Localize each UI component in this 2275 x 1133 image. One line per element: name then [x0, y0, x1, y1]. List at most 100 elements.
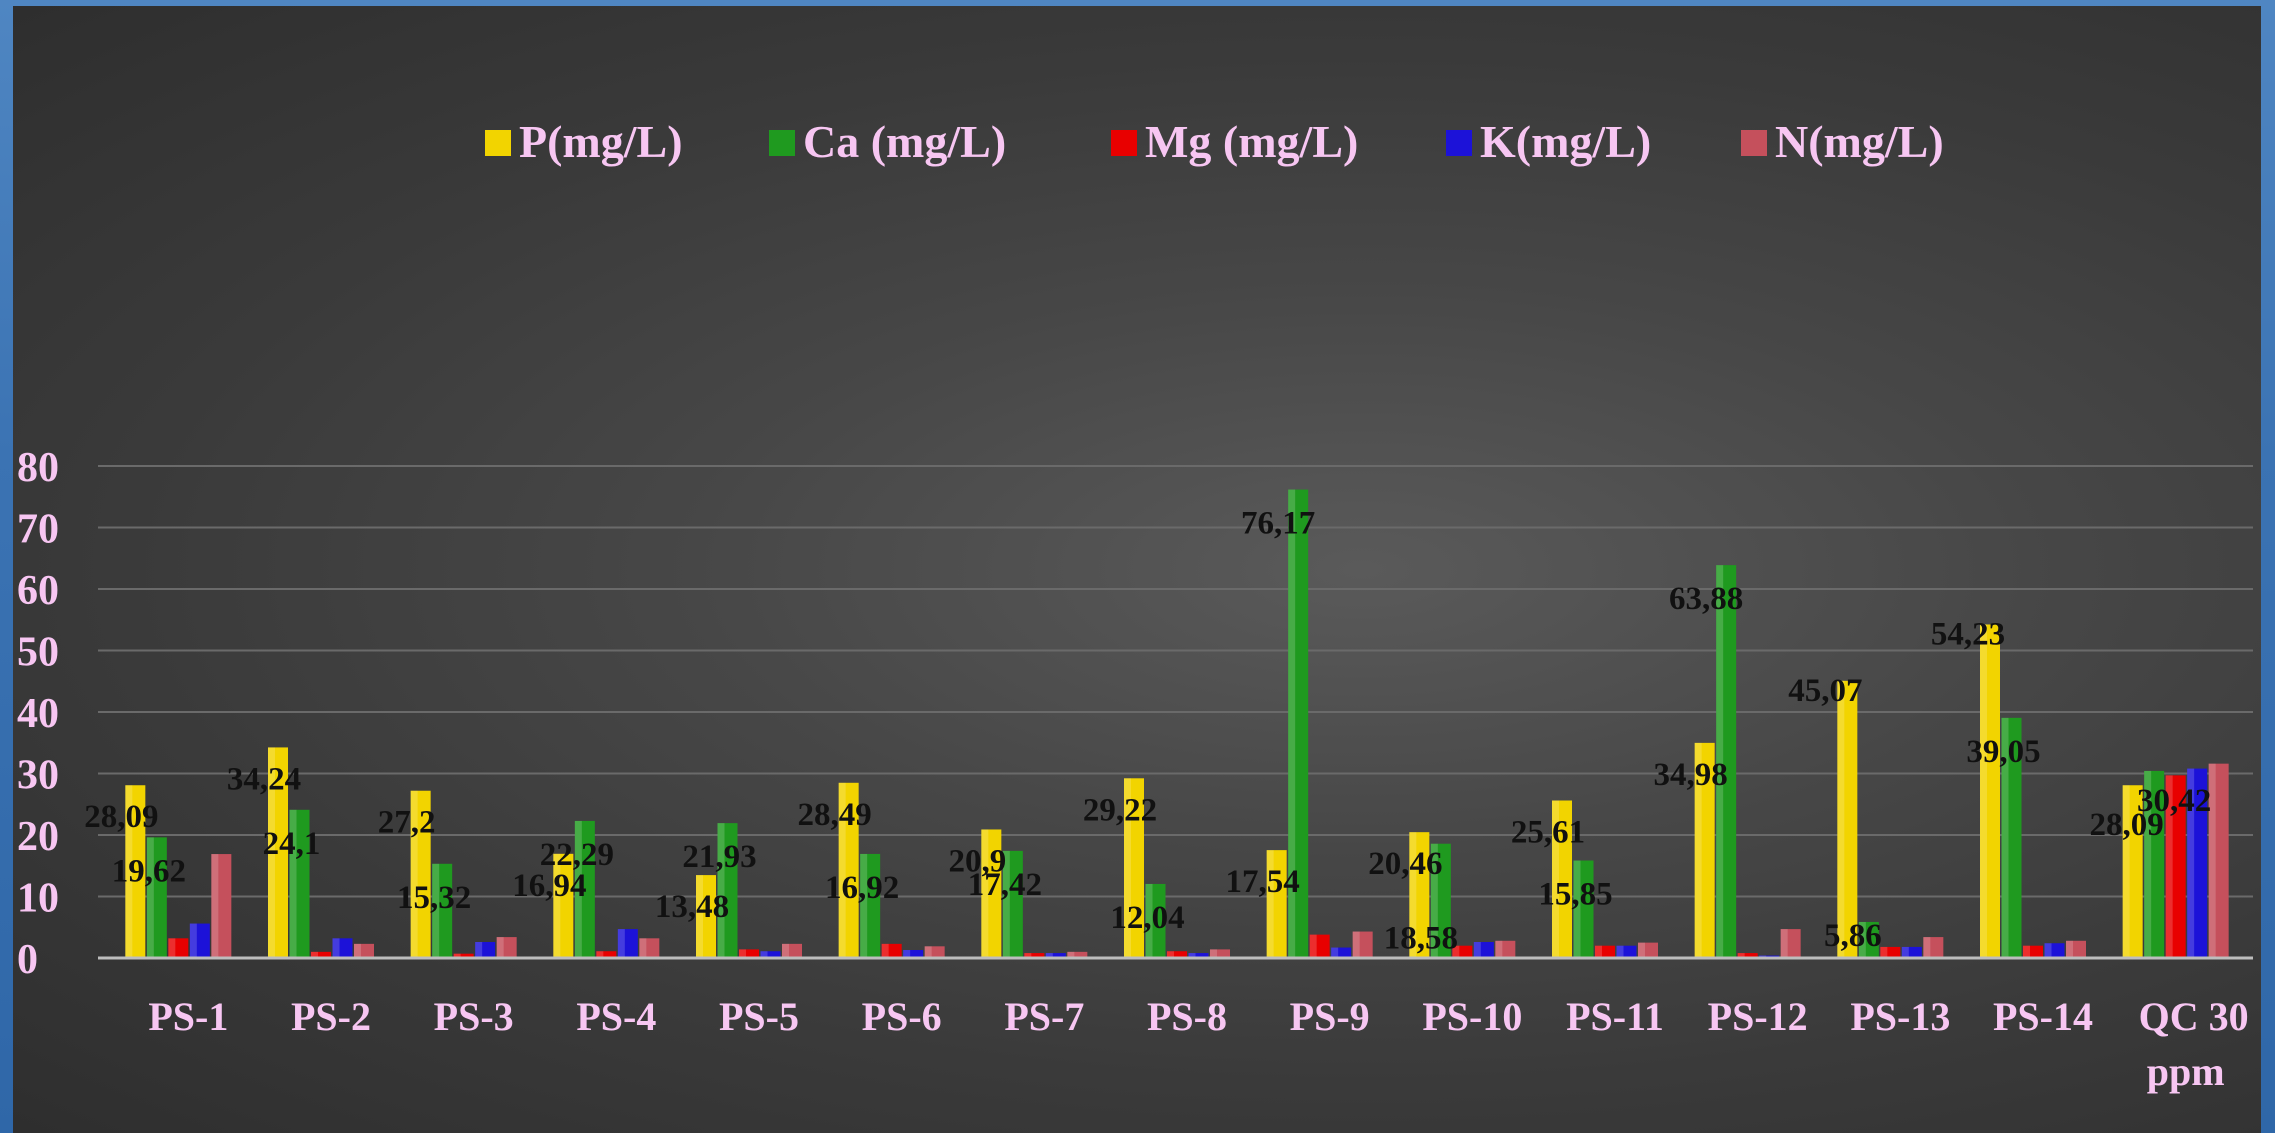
- bar-fill: [2023, 945, 2043, 958]
- data-label: 5,86: [1824, 918, 1882, 954]
- bar: [2023, 945, 2043, 958]
- bar: [1167, 951, 1187, 958]
- data-label: 17,54: [1226, 864, 1300, 900]
- bar-highlight: [881, 943, 889, 958]
- x-tick-label: PS-7: [1004, 994, 1084, 1039]
- bar-fill: [2187, 768, 2208, 958]
- bar-fill: [168, 938, 189, 958]
- bar-highlight: [717, 823, 725, 958]
- bar-fill: [2122, 785, 2143, 958]
- bar-highlight: [1595, 945, 1602, 958]
- bar-fill: [268, 747, 288, 958]
- bar: [596, 951, 617, 958]
- bar-highlight: [1210, 949, 1217, 958]
- x-tick-label: PS-1: [148, 994, 228, 1039]
- bar-highlight: [2066, 940, 2073, 958]
- bar: [1616, 945, 1637, 958]
- bar-fill: [146, 837, 167, 958]
- bar: [1288, 489, 1309, 958]
- bar: [1716, 565, 1737, 958]
- bar-highlight: [1901, 946, 1909, 958]
- bar-fill: [2165, 775, 2186, 958]
- bar-fill: [2144, 770, 2165, 958]
- bar-highlight: [574, 820, 582, 958]
- x-tick-label: ppm: [2147, 1049, 2225, 1094]
- bar-highlight: [1616, 945, 1624, 958]
- bar-highlight: [1573, 860, 1581, 958]
- grouped-bar-chart: 0 10 20 30 40 50 60 70 80 PS-1 PS-2 PS-3 PS-4 PS-5 PS-…: [17, 116, 2253, 1094]
- bar-fill: [1124, 778, 1144, 958]
- bar: [782, 943, 802, 958]
- bar-fill: [553, 853, 574, 958]
- bar: [1045, 953, 1066, 958]
- bar: [981, 829, 1002, 958]
- legend-swatch: [1111, 130, 1137, 156]
- bar-highlight: [924, 946, 932, 958]
- bar-highlight: [2165, 775, 2173, 958]
- bar-fill: [1145, 883, 1166, 958]
- legend-swatch: [485, 130, 511, 156]
- bar: [1452, 945, 1473, 958]
- bar: [1188, 953, 1209, 958]
- bar-highlight: [475, 942, 483, 958]
- bar: [2044, 943, 2065, 958]
- bar: [268, 747, 288, 958]
- data-label: 54,23: [1931, 616, 2005, 652]
- bar: [2066, 940, 2086, 958]
- bar: [617, 929, 638, 958]
- bar-highlight: [1980, 624, 1987, 958]
- bar: [881, 943, 902, 958]
- bar-fill: [1309, 934, 1330, 958]
- bar: [924, 946, 945, 958]
- bar-fill: [1024, 953, 1045, 958]
- x-tick-label: PS-9: [1290, 994, 1370, 1039]
- bar-fill: [2044, 943, 2065, 958]
- bar: [453, 953, 474, 958]
- bar-fill: [617, 929, 638, 958]
- x-tick-label: PS-14: [1993, 994, 2093, 1039]
- y-tick-label: 30: [17, 753, 59, 799]
- x-tick-label: PS-10: [1422, 994, 1522, 1039]
- y-tick-label: 0: [17, 937, 38, 983]
- bar-fill: [1901, 946, 1922, 958]
- data-label: 76,17: [1241, 506, 1315, 542]
- bar-highlight: [1737, 953, 1745, 958]
- data-label: 29,22: [1083, 792, 1157, 828]
- data-label: 18,58: [1384, 921, 1458, 957]
- legend-label: P(mg/L): [519, 116, 683, 167]
- bar: [1837, 680, 1858, 958]
- bar-highlight: [1638, 942, 1645, 958]
- bar-fill: [696, 875, 716, 958]
- bar-fill: [1452, 945, 1473, 958]
- bar-fill: [1616, 945, 1637, 958]
- legend-label: N(mg/L): [1775, 116, 1944, 167]
- bar-fill: [1210, 949, 1230, 958]
- bar-fill: [2066, 940, 2086, 958]
- bar: [1067, 951, 1088, 958]
- data-label: 16,92: [825, 870, 899, 906]
- bar-highlight: [1780, 929, 1788, 958]
- bar-highlight: [496, 937, 504, 958]
- bar: [760, 951, 781, 958]
- bar: [2165, 775, 2186, 958]
- data-label: 28,49: [798, 797, 872, 833]
- bar-highlight: [1309, 934, 1317, 958]
- bar-fill: [332, 938, 353, 958]
- bar-highlight: [211, 854, 219, 958]
- data-label: 13,48: [655, 889, 729, 925]
- bar-fill: [860, 853, 881, 958]
- bar-highlight: [1167, 951, 1174, 958]
- bar: [168, 938, 189, 958]
- bar-highlight: [311, 951, 318, 958]
- bar-highlight: [1716, 565, 1724, 958]
- bar-fill: [1737, 953, 1758, 958]
- data-label: 28,09: [2090, 807, 2164, 843]
- data-label: 28,09: [84, 799, 158, 835]
- bar: [1124, 778, 1144, 958]
- bar-fill: [1266, 850, 1287, 958]
- bar: [1980, 624, 2000, 958]
- legend-item: K(mg/L): [1446, 116, 1651, 167]
- bar-fill: [1716, 565, 1737, 958]
- bar-highlight: [860, 853, 868, 958]
- bar: [125, 785, 146, 958]
